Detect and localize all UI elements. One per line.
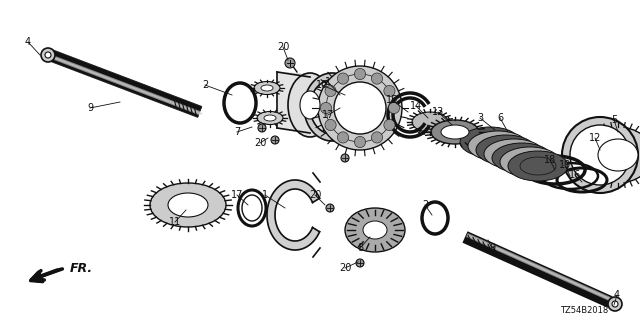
Ellipse shape <box>500 147 560 177</box>
Ellipse shape <box>261 85 273 91</box>
Ellipse shape <box>41 48 55 62</box>
Text: 11: 11 <box>169 217 181 227</box>
Circle shape <box>337 73 349 84</box>
Text: 20: 20 <box>309 190 321 200</box>
Text: 4: 4 <box>25 37 31 47</box>
Circle shape <box>271 136 279 144</box>
Ellipse shape <box>460 127 520 157</box>
Text: 17: 17 <box>231 190 243 200</box>
Text: 13: 13 <box>432 107 444 117</box>
Text: 2: 2 <box>202 80 208 90</box>
Text: 1: 1 <box>325 77 331 87</box>
Text: 15: 15 <box>386 95 398 105</box>
Ellipse shape <box>598 139 638 171</box>
Ellipse shape <box>257 111 283 124</box>
Polygon shape <box>267 180 319 250</box>
Ellipse shape <box>441 125 469 139</box>
Ellipse shape <box>318 66 402 150</box>
Circle shape <box>321 102 332 114</box>
Text: 20: 20 <box>339 263 351 273</box>
Text: 8: 8 <box>357 243 363 253</box>
Ellipse shape <box>288 73 332 137</box>
Circle shape <box>258 124 266 132</box>
Ellipse shape <box>264 115 276 121</box>
Text: 12: 12 <box>589 133 601 143</box>
Polygon shape <box>277 72 310 133</box>
Text: 20: 20 <box>277 42 289 52</box>
Text: 7: 7 <box>234 127 240 137</box>
Ellipse shape <box>562 117 638 193</box>
Circle shape <box>388 102 399 114</box>
Circle shape <box>341 154 349 162</box>
Ellipse shape <box>570 125 630 185</box>
Ellipse shape <box>468 131 528 161</box>
Circle shape <box>384 119 395 131</box>
Ellipse shape <box>431 120 479 144</box>
Circle shape <box>285 58 295 68</box>
Circle shape <box>325 85 336 97</box>
Text: FR.: FR. <box>70 262 93 276</box>
Ellipse shape <box>345 208 405 252</box>
Circle shape <box>371 132 383 143</box>
Ellipse shape <box>254 82 280 94</box>
Text: 3: 3 <box>477 113 483 123</box>
Text: 16: 16 <box>569 170 581 180</box>
Ellipse shape <box>583 127 640 183</box>
Polygon shape <box>277 72 310 77</box>
Polygon shape <box>304 73 358 141</box>
Text: 19: 19 <box>559 160 571 170</box>
Circle shape <box>337 132 349 143</box>
Ellipse shape <box>492 143 552 173</box>
Circle shape <box>356 259 364 267</box>
Text: 2: 2 <box>422 200 428 210</box>
Circle shape <box>371 73 383 84</box>
Text: 14: 14 <box>410 101 422 111</box>
Ellipse shape <box>334 82 386 134</box>
Text: TZ54B2018: TZ54B2018 <box>560 306 608 315</box>
Ellipse shape <box>150 183 226 227</box>
Ellipse shape <box>612 301 618 307</box>
Ellipse shape <box>300 91 320 119</box>
Text: 18: 18 <box>544 155 556 165</box>
FancyArrowPatch shape <box>33 270 58 280</box>
Circle shape <box>326 204 334 212</box>
Ellipse shape <box>608 297 622 311</box>
Circle shape <box>384 85 395 97</box>
Text: 9: 9 <box>489 243 495 253</box>
Text: 20: 20 <box>254 138 266 148</box>
Ellipse shape <box>363 221 387 239</box>
Ellipse shape <box>476 135 536 165</box>
Text: 6: 6 <box>497 113 503 123</box>
Ellipse shape <box>508 151 568 181</box>
Ellipse shape <box>484 139 544 169</box>
Text: 1: 1 <box>262 190 268 200</box>
Text: 9: 9 <box>87 103 93 113</box>
Ellipse shape <box>45 52 51 58</box>
Circle shape <box>355 136 365 148</box>
Circle shape <box>355 68 365 80</box>
Text: 10: 10 <box>316 80 328 90</box>
Text: 5: 5 <box>611 115 617 125</box>
Circle shape <box>325 119 336 131</box>
Text: 4: 4 <box>614 290 620 300</box>
Ellipse shape <box>412 112 448 132</box>
Ellipse shape <box>168 193 208 217</box>
Text: 17: 17 <box>322 110 334 120</box>
